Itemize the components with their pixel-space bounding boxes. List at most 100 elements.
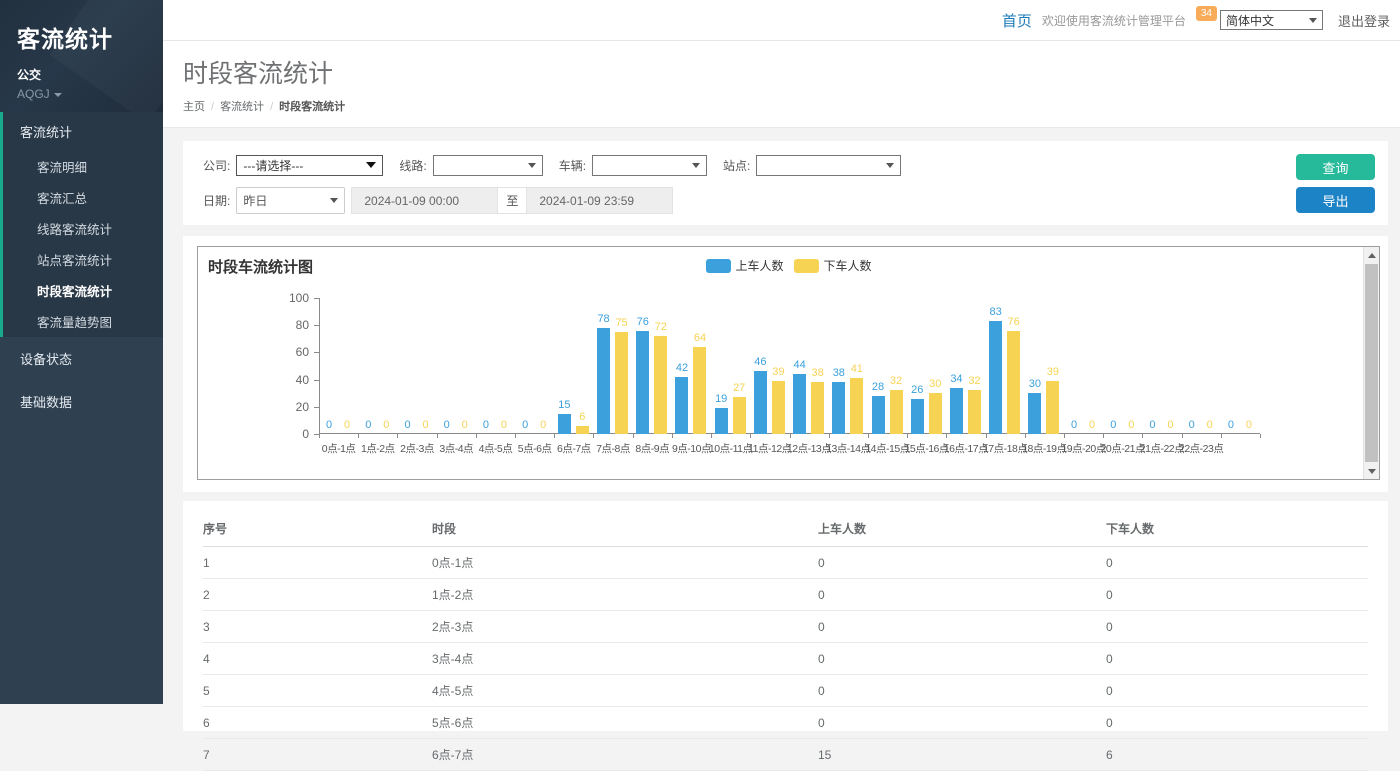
bar-boarding[interactable] bbox=[871, 395, 885, 434]
bar-boarding[interactable] bbox=[636, 330, 650, 434]
x-axis-label: 4点-5点 bbox=[478, 443, 513, 455]
bar-boarding[interactable] bbox=[832, 382, 846, 434]
x-axis-label: 6点-7点 bbox=[557, 443, 591, 455]
table-cell: 3点-4点 bbox=[432, 642, 818, 675]
scrollbar-thumb[interactable] bbox=[1365, 264, 1378, 462]
bar-boarding[interactable] bbox=[675, 376, 689, 434]
x-tick-mark bbox=[475, 434, 477, 438]
legend-swatch-alighting bbox=[793, 258, 819, 273]
home-link[interactable]: 首页 bbox=[1001, 12, 1032, 30]
bar-alighting[interactable] bbox=[1046, 380, 1060, 434]
station-select[interactable] bbox=[756, 154, 902, 176]
bar-alighting[interactable] bbox=[928, 393, 942, 434]
sidebar-item-passenger-stats[interactable]: 客流统计 bbox=[20, 125, 73, 140]
sidebar-item-line-stats[interactable]: 线路客流统计 bbox=[37, 223, 113, 237]
bar-boarding[interactable] bbox=[910, 398, 924, 434]
legend-item-boarding[interactable]: 上车人数 bbox=[705, 257, 784, 274]
bar-alighting[interactable] bbox=[889, 390, 903, 434]
sidebar-item-passenger-detail[interactable]: 客流明细 bbox=[37, 161, 88, 175]
company-label: 公司: bbox=[203, 158, 231, 173]
legend-swatch-boarding bbox=[705, 258, 731, 273]
table-cell: 7 bbox=[203, 738, 432, 771]
bar-alighting[interactable] bbox=[811, 382, 825, 434]
bar-alighting[interactable] bbox=[693, 346, 707, 434]
export-button[interactable]: 导出 bbox=[1296, 187, 1375, 213]
y-tick-mark bbox=[314, 434, 319, 435]
bar-alighting[interactable] bbox=[967, 390, 981, 434]
bar-value-label: 30 bbox=[929, 378, 942, 391]
breadcrumb-section[interactable]: 客流统计 bbox=[220, 101, 265, 113]
main-area: 首页 欢迎使用客流统计管理平台 34 简体中文 退出登录 时段客流统计 主页 / 客… bbox=[163, 0, 1400, 771]
welcome-text: 欢迎使用客流统计管理平台 bbox=[1041, 13, 1186, 28]
sidebar-item-period-stats[interactable]: 时段客流统计 bbox=[37, 285, 113, 299]
table-cell: 6 bbox=[203, 706, 432, 739]
sidebar-item-passenger-summary[interactable]: 客流汇总 bbox=[37, 192, 88, 206]
chevron-down-icon bbox=[366, 162, 377, 168]
user-menu[interactable]: AQGJ bbox=[17, 87, 163, 101]
bar-alighting[interactable] bbox=[654, 336, 668, 434]
bar-boarding[interactable] bbox=[989, 321, 1003, 434]
bar-alighting[interactable] bbox=[771, 380, 785, 434]
bar-alighting[interactable] bbox=[615, 332, 629, 434]
sidebar-item-base-data[interactable]: 基础数据 bbox=[20, 395, 73, 410]
chevron-down-icon bbox=[527, 162, 536, 168]
chevron-down-icon bbox=[1308, 17, 1317, 23]
content: 公司: ---请选择--- 线路: 车辆: 站点: bbox=[163, 128, 1400, 771]
x-tick-mark bbox=[789, 434, 791, 438]
date-preset-select[interactable]: 昨日 bbox=[236, 187, 346, 214]
query-button[interactable]: 查询 bbox=[1296, 154, 1375, 180]
chart-scrollbar[interactable] bbox=[1363, 247, 1379, 479]
breadcrumb-home[interactable]: 主页 bbox=[183, 101, 205, 113]
bar-boarding[interactable] bbox=[714, 408, 728, 434]
date-label: 日期: bbox=[203, 194, 231, 208]
language-select[interactable]: 简体中文 bbox=[1219, 10, 1323, 30]
bar-alighting[interactable] bbox=[575, 425, 589, 434]
bar-boarding[interactable] bbox=[1028, 393, 1042, 434]
bar-boarding[interactable] bbox=[793, 374, 807, 434]
sidebar-item-station-stats[interactable]: 站点客流统计 bbox=[37, 254, 113, 268]
chevron-down-icon bbox=[886, 162, 895, 168]
x-axis-label: 21点-22点 bbox=[1139, 443, 1185, 455]
date-to-input[interactable]: 2024-01-09 23:59 bbox=[526, 187, 674, 214]
x-tick-mark bbox=[1220, 434, 1222, 438]
scrollbar-down-button[interactable] bbox=[1364, 463, 1379, 479]
y-tick-label: 40 bbox=[295, 372, 309, 387]
bar-alighting[interactable] bbox=[850, 378, 864, 434]
company-select[interactable]: ---请选择--- bbox=[236, 154, 384, 176]
date-from-input[interactable]: 2024-01-09 00:00 bbox=[351, 187, 499, 214]
bar-boarding[interactable] bbox=[949, 387, 963, 434]
x-tick-mark bbox=[319, 434, 320, 438]
bar-value-label: 0 bbox=[1227, 419, 1234, 431]
bar-value-label: 34 bbox=[950, 372, 963, 385]
table-cell: 0点-1点 bbox=[432, 546, 818, 579]
bar-alighting[interactable] bbox=[1007, 330, 1021, 434]
x-tick-mark bbox=[907, 434, 909, 438]
bar-value-label: 0 bbox=[404, 419, 411, 431]
legend-item-alighting[interactable]: 下车人数 bbox=[793, 257, 872, 274]
bar-value-label: 42 bbox=[675, 361, 689, 374]
col-header-period: 时段 bbox=[432, 511, 818, 547]
bar-boarding[interactable] bbox=[753, 371, 767, 434]
y-tick-mark bbox=[314, 352, 319, 354]
scrollbar-up-button[interactable] bbox=[1364, 247, 1379, 263]
line-select[interactable] bbox=[432, 154, 543, 176]
x-tick-mark bbox=[515, 434, 517, 438]
bar-value-label: 0 bbox=[500, 419, 507, 431]
bar-alighting[interactable] bbox=[732, 397, 746, 434]
bar-boarding[interactable] bbox=[557, 413, 571, 434]
bar-boarding[interactable] bbox=[597, 327, 611, 434]
sidebar-item-device-status[interactable]: 设备状态 bbox=[20, 352, 73, 367]
x-tick-mark bbox=[1260, 434, 1261, 438]
x-axis-label: 22点-23点 bbox=[1179, 443, 1224, 455]
logout-link[interactable]: 退出登录 bbox=[1337, 13, 1390, 29]
bar-value-label: 32 bbox=[889, 375, 903, 388]
table-cell: 3 bbox=[203, 610, 432, 643]
x-tick-mark bbox=[593, 434, 595, 438]
vehicle-select[interactable] bbox=[592, 154, 708, 176]
table-body: 1 0点-1点 0 0 2 1点-2点 0 0 3 2点-3点 0 0 4 3点-4点 0 0 5 4点-5点 0 0… bbox=[203, 546, 1368, 771]
notification-badge[interactable]: 34 bbox=[1195, 5, 1217, 21]
sidebar-item-trend-chart[interactable]: 客流量趋势图 bbox=[37, 316, 113, 330]
x-tick-mark bbox=[632, 434, 634, 438]
x-axis-label: 0点-1点 bbox=[321, 443, 356, 455]
bar-value-label: 44 bbox=[793, 359, 806, 372]
